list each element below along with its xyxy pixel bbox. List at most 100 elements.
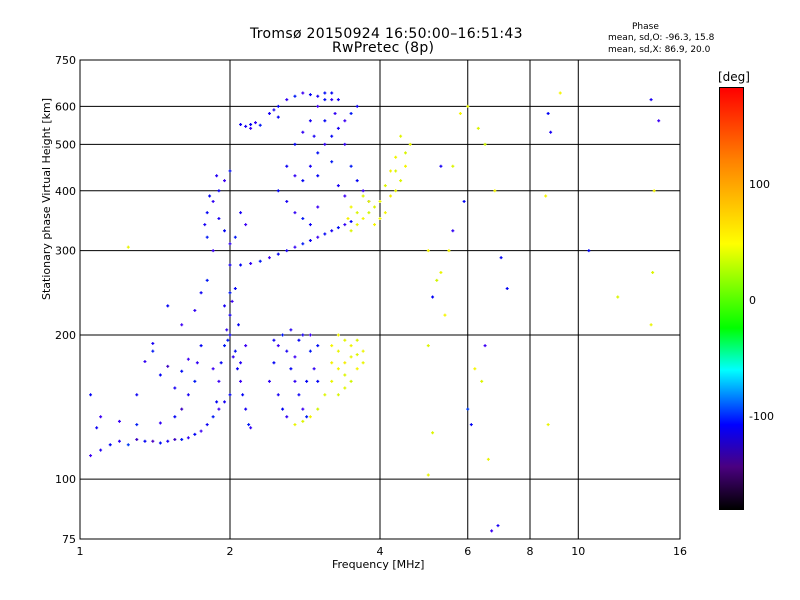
data-point (544, 194, 548, 198)
colorbar-tick: 100 (749, 178, 770, 191)
data-point (108, 443, 112, 447)
data-point (239, 263, 243, 267)
data-point (349, 355, 353, 359)
x-tick-label: 8 (527, 545, 534, 558)
data-point (199, 344, 203, 348)
data-point (389, 194, 393, 198)
data-point (336, 98, 340, 102)
phase-stats-x: mean, sd,X: 86.9, 20.0 (608, 45, 711, 55)
data-point (217, 407, 221, 411)
data-point (323, 91, 327, 95)
data-point (394, 169, 398, 173)
data-point (476, 126, 480, 130)
data-point (394, 189, 398, 193)
data-point (166, 439, 170, 443)
data-point (651, 271, 655, 275)
data-point (186, 357, 190, 361)
data-point (333, 111, 337, 115)
data-point (316, 235, 320, 239)
data-point (546, 423, 550, 427)
data-point (399, 179, 403, 183)
data-point (193, 308, 197, 312)
data-point (403, 151, 407, 155)
data-point (330, 160, 334, 164)
data-point (361, 194, 365, 198)
data-point (217, 379, 221, 383)
data-point (276, 252, 280, 256)
x-tick-label: 16 (673, 545, 687, 558)
data-point (336, 349, 340, 353)
data-point (355, 353, 359, 357)
data-point (652, 189, 656, 193)
data-point (228, 169, 232, 173)
y-tick-label: 750 (55, 54, 76, 67)
x-tick-label: 6 (464, 545, 471, 558)
data-point (276, 104, 280, 108)
data-point (117, 419, 121, 423)
phase-stats-o: mean, sd,O: -96.3, 15.8 (608, 33, 715, 43)
data-point (323, 232, 327, 236)
data-point (293, 142, 297, 146)
data-point (225, 328, 229, 332)
data-point (258, 259, 262, 263)
data-point (285, 199, 289, 203)
data-point (267, 379, 271, 383)
data-point (233, 349, 237, 353)
data-point (483, 142, 487, 146)
data-point (336, 184, 340, 188)
data-point (301, 179, 305, 183)
data-point (135, 393, 139, 397)
data-point (496, 524, 500, 528)
colorbar-tick: 0 (749, 294, 756, 307)
y-tick-label: 200 (55, 329, 76, 342)
data-point (247, 423, 251, 427)
data-point (249, 261, 253, 265)
data-point (439, 271, 443, 275)
data-point (301, 333, 305, 337)
data-point (117, 439, 121, 443)
data-point (285, 415, 289, 419)
data-point (143, 439, 147, 443)
data-point (215, 400, 219, 404)
data-point (305, 415, 309, 419)
data-point (346, 217, 350, 221)
data-point (408, 142, 412, 146)
data-point (308, 238, 312, 242)
data-point (193, 379, 197, 383)
data-points (89, 91, 661, 533)
data-point (462, 199, 466, 203)
data-point (228, 242, 232, 246)
data-point (166, 304, 170, 308)
data-point (426, 473, 430, 477)
data-point (241, 393, 245, 397)
data-point (558, 91, 562, 95)
data-point (217, 217, 221, 221)
data-point (203, 223, 207, 227)
data-point (272, 108, 276, 112)
data-point (323, 98, 327, 102)
data-point (215, 174, 219, 178)
chart-title: Tromsø 20150924 16:50:00–16:51:43 (250, 26, 523, 42)
data-point (466, 104, 470, 108)
data-point (469, 423, 473, 427)
data-point (126, 443, 130, 447)
data-point (205, 423, 209, 427)
data-point (490, 529, 494, 533)
data-point (355, 179, 359, 183)
data-point (272, 338, 276, 342)
data-point (126, 245, 130, 249)
data-point (330, 229, 334, 233)
data-point (355, 104, 359, 108)
data-point (267, 256, 271, 260)
data-point (180, 323, 184, 327)
y-tick-label: 600 (55, 100, 76, 113)
data-point (403, 164, 407, 168)
phase-colorbar (719, 87, 744, 510)
data-point (293, 355, 297, 359)
data-point (293, 245, 297, 249)
data-point (211, 367, 215, 371)
data-point (199, 429, 203, 433)
data-point (89, 393, 93, 397)
data-point (293, 211, 297, 215)
data-point (316, 407, 320, 411)
